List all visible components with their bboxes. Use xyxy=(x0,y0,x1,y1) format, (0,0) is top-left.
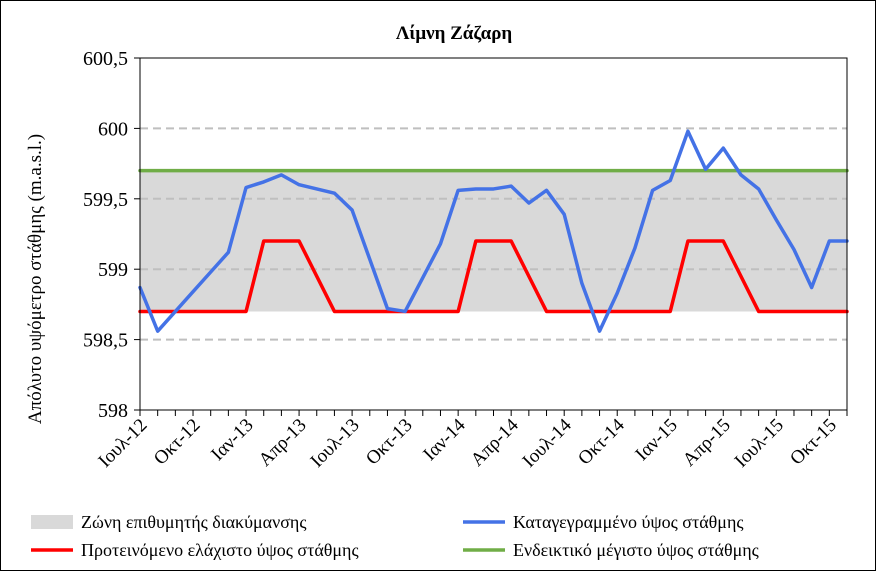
x-tick-label: Οκτ-12 xyxy=(150,415,205,470)
x-tick-label: Ιουλ-12 xyxy=(94,415,151,472)
x-tick-label: Απρ-14 xyxy=(467,414,523,470)
legend-label: Καταγεγραμμένο ύψος στάθμης xyxy=(513,512,743,532)
legend-swatch xyxy=(31,515,73,529)
min-level-line xyxy=(138,239,849,314)
legend-item: Καταγεγραμμένο ύψος στάθμης xyxy=(463,512,743,532)
legend-item: Ενδεικτικό μέγιστο ύψος στάθμης xyxy=(463,540,759,560)
recorded-level-line xyxy=(138,129,849,333)
x-tick-label: Ιουλ-13 xyxy=(307,415,364,472)
x-tick-label: Ιαν-14 xyxy=(419,414,470,465)
plot-area xyxy=(138,57,849,411)
legend-item: Προτεινόμενο ελάχιστο ύψος στάθμης xyxy=(31,540,359,560)
y-tick-label: 599 xyxy=(98,259,128,281)
y-tick-label: 598,5 xyxy=(83,330,128,352)
legend-label: Ενδεικτικό μέγιστο ύψος στάθμης xyxy=(513,540,759,560)
y-tick-label: 600,5 xyxy=(83,48,128,70)
legend-item: Ζώνη επιθυμητής διακύμανσης xyxy=(31,512,306,532)
x-tick-label: Απρ-15 xyxy=(679,415,735,471)
y-tick-label: 599,5 xyxy=(83,189,128,211)
x-tick-label: Οκτ-14 xyxy=(574,414,629,469)
y-tick-label: 598 xyxy=(98,400,128,422)
x-tick-label: Ιαν-13 xyxy=(207,415,257,465)
legend-label: Προτεινόμενο ελάχιστο ύψος στάθμης xyxy=(81,540,359,560)
legend-label: Ζώνη επιθυμητής διακύμανσης xyxy=(81,512,306,532)
y-axis-label: Απόλυτο υψόμετρο στάθμης (m.a.s.l.) xyxy=(25,134,46,424)
x-tick-label: Οκτ-13 xyxy=(362,415,417,470)
x-tick-label: Ιουλ-15 xyxy=(731,415,788,472)
y-axis-ticks: 598 598,5 599 599,5 600 600,5 xyxy=(83,48,140,422)
y-tick-label: 600 xyxy=(98,118,128,140)
x-tick-label: Απρ-13 xyxy=(255,415,311,471)
x-tick-label: Ιαν-15 xyxy=(631,415,681,465)
legend: Ζώνη επιθυμητής διακύμανσης Καταγεγραμμέν… xyxy=(31,512,759,560)
x-tick-label: Οκτ-15 xyxy=(786,415,841,470)
x-tick-label: Ιουλ-14 xyxy=(519,414,576,471)
chart-title: Λίμνη Ζάζαρη xyxy=(396,23,512,44)
